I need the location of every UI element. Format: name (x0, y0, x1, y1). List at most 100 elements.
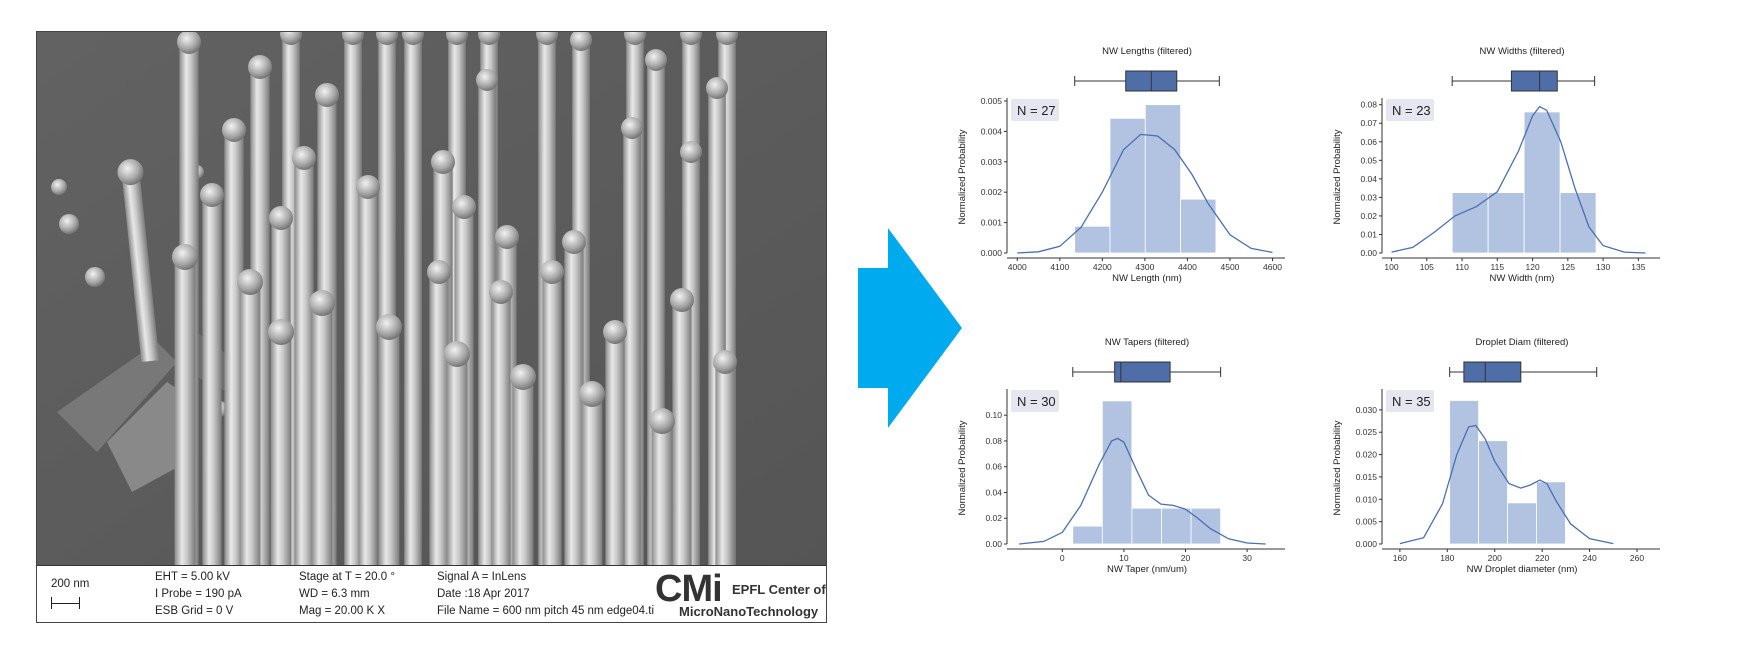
nanowire-droplet (645, 49, 667, 71)
histogram-bar (1507, 502, 1537, 545)
x-tick-label: 115 (1491, 262, 1505, 272)
chart-nw-lengths: NW Lengths (filtered) 0.000 0.001 0.002 0.00… (957, 46, 1325, 331)
boxplot-box (1510, 70, 1558, 92)
y-tick-label: 0.030 (1356, 405, 1378, 415)
x-tick-label: 240 (1582, 553, 1596, 563)
y-tick-label: 0.010 (1356, 494, 1378, 504)
y-tick-label: 0.08 (1360, 100, 1377, 110)
nanowire (429, 272, 449, 565)
nanowire-droplet (315, 83, 339, 107)
nanowire-droplet (402, 32, 424, 45)
x-axis-label: NW Taper (nm/um) (1107, 564, 1187, 575)
y-axis-label: Normalized Probability (1332, 129, 1343, 224)
y-tick-label: 0.05 (1360, 155, 1377, 165)
n-count-label: N = 35 (1392, 394, 1431, 409)
nanowire (358, 187, 378, 565)
y-tick-label: 0.04 (985, 487, 1002, 497)
nanowire-droplet (177, 32, 201, 54)
y-tick-label: 0.005 (981, 96, 1003, 106)
y-axis-label: Normalized Probability (1332, 420, 1343, 515)
histogram-bar (1131, 507, 1162, 545)
nanowire-droplet (510, 364, 536, 390)
x-tick-label: 4400 (1178, 262, 1197, 272)
x-tick-label: 4600 (1263, 262, 1282, 272)
nanowire-droplet (670, 288, 694, 312)
nanowire-droplet (280, 32, 302, 45)
nanowire-droplet (680, 32, 702, 45)
x-tick-label: 130 (1596, 262, 1610, 272)
surface-particle (59, 214, 79, 234)
nanowire (378, 327, 400, 565)
cmi-logo: CMi (655, 568, 723, 610)
histogram-bar (1161, 507, 1192, 545)
nanowire (715, 362, 735, 565)
y-tick-label: 0.004 (981, 126, 1003, 136)
chart-nw-tapers: NW Tapers (filtered) 0.00 0.02 0.04 0.06 0.08… (957, 337, 1325, 622)
n-badge (1011, 99, 1059, 121)
boxplot-box (1114, 361, 1171, 383)
x-tick-label: 30 (1242, 553, 1252, 563)
nanowire (605, 332, 625, 565)
nanowire (491, 292, 511, 565)
x-tick-label: 220 (1535, 553, 1549, 563)
kde-curve (1391, 105, 1646, 254)
nanowire-droplet (309, 290, 335, 316)
tilted-nanowire (121, 171, 160, 363)
x-tick-label: 0 (1060, 553, 1065, 563)
nanowire (672, 300, 692, 565)
chart-nw-widths: NW Widths (filtered) 0.00 0.01 0.02 0.03 0.04… (1332, 46, 1700, 331)
x-axis-label: NW Length (nm) (1112, 273, 1182, 284)
nanowire-droplet (540, 260, 564, 284)
iprobe-value: I Probe = 190 pA (155, 588, 242, 600)
nanowire (294, 158, 314, 565)
y-tick-label: 0.002 (981, 187, 1003, 197)
x-tick-label: 125 (1561, 262, 1575, 272)
mag-value: Mag = 20.00 K X (299, 605, 385, 617)
date-value: Date :18 Apr 2017 (437, 588, 530, 600)
nanowire-droplet (624, 32, 646, 45)
scale-bar-tick-right (79, 597, 80, 609)
x-tick-label: 20 (1181, 553, 1191, 563)
nanowire-droplet (495, 225, 519, 249)
nanowire-droplet (649, 408, 675, 434)
histogram-bar (1074, 225, 1111, 254)
x-tick-label: 100 (1384, 262, 1398, 272)
tilted-nanowire-droplet (117, 159, 144, 186)
x-tick-label: 120 (1525, 262, 1539, 272)
nanowire-droplet (237, 269, 263, 295)
nanowire-droplet (248, 55, 272, 79)
cmi-logo-line2: MicroNanoTechnology (679, 604, 819, 619)
x-axis-label: NW Droplet diameter (nm) (1467, 564, 1578, 575)
histogram-bar (1190, 507, 1222, 545)
y-tick-label: 0.003 (981, 157, 1003, 167)
nanowire (174, 257, 196, 565)
nanowire-array-image (37, 32, 826, 565)
kde-curve (1399, 424, 1614, 545)
x-tick-label: 4500 (1220, 262, 1239, 272)
kde-curve (1019, 437, 1266, 545)
nanowire-droplet (200, 183, 224, 207)
histogram-bar (1449, 400, 1479, 545)
eht-value: EHT = 5.00 kV (155, 571, 230, 583)
x-tick-label: 135 (1631, 262, 1645, 272)
x-tick-label: 260 (1630, 553, 1644, 563)
y-axis-label: Normalized Probability (957, 129, 968, 224)
wd-value: WD = 6.3 mm (299, 588, 370, 600)
x-tick-label: 110 (1455, 262, 1469, 272)
x-tick-label: 180 (1440, 553, 1454, 563)
histogram-bar (1072, 525, 1103, 545)
y-tick-label: 0.03 (1360, 192, 1377, 202)
nanowire-droplet (356, 175, 380, 199)
y-tick-label: 0.015 (1356, 472, 1378, 482)
nanowire-droplet (431, 150, 455, 174)
y-tick-label: 0.000 (1356, 539, 1378, 549)
y-tick-label: 0.00 (985, 539, 1002, 549)
nanowire-droplet (536, 32, 558, 45)
nanowire-droplet (579, 381, 605, 407)
nanowire-droplet (268, 319, 294, 345)
nanowire (404, 34, 422, 565)
nanowire-droplet (444, 341, 470, 367)
surface-particle (51, 179, 67, 195)
chart-title: NW Tapers (filtered) (1105, 337, 1189, 348)
histogram-bar (1180, 198, 1217, 254)
